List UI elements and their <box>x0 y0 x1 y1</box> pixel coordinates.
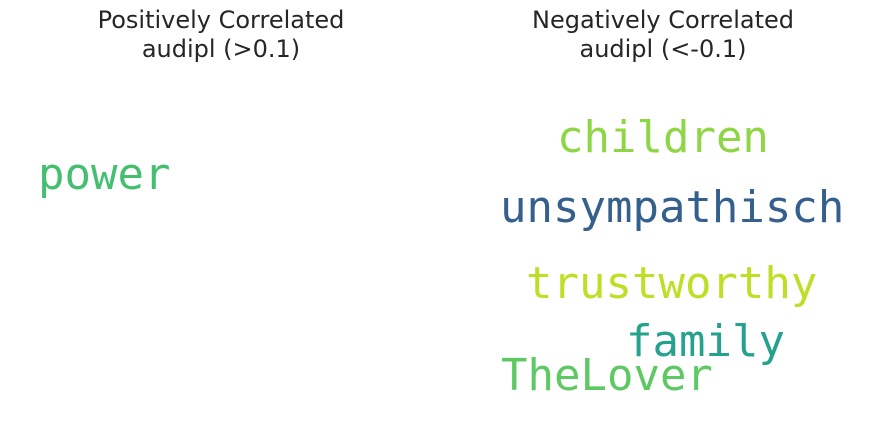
word-unsympathisch: unsympathisch <box>500 182 845 233</box>
word-power: power <box>38 149 171 200</box>
word-thelover: TheLover <box>501 350 713 401</box>
wordcloud-negative: Negatively Correlated audipl (<-0.1) chi… <box>442 0 884 424</box>
chart-title: Negatively Correlated audipl (<-0.1) <box>442 6 884 64</box>
chart-title-line-2: audipl (>0.1) <box>141 35 301 63</box>
chart-title: Positively Correlated audipl (>0.1) <box>0 6 442 64</box>
chart-title-line-1: Negatively Correlated <box>532 6 794 34</box>
wordcloud-positive: Positively Correlated audipl (>0.1) powe… <box>0 6 442 200</box>
chart-title-line-2: audipl (<-0.1) <box>579 35 747 63</box>
word-trustworthy: trustworthy <box>526 258 818 309</box>
chart-title-line-1: Positively Correlated <box>97 6 345 34</box>
word-children: children <box>557 112 769 163</box>
word-family: family <box>626 316 785 367</box>
